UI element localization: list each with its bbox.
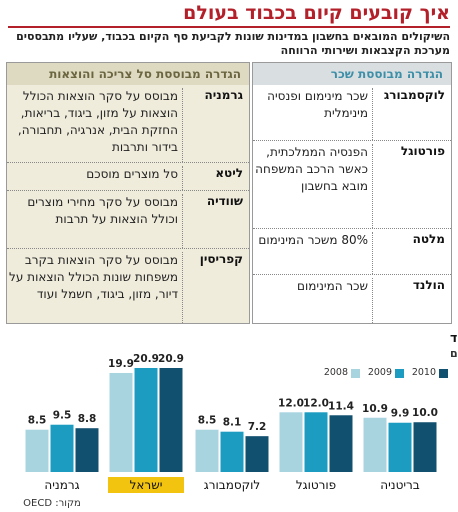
category-label: ישראל [130,478,163,492]
bar [413,422,437,472]
description: סל מוצרים מוסכם [7,166,183,190]
legend-swatch [439,369,448,378]
basket-column: הגדרה מבוססת סל צריכה והוצאות גרמניה מבוס… [6,62,250,324]
description: מבוסס על סקר מחירי מוצרים וכולל הוצאות ע… [7,194,183,248]
description: 80% משכר המינימום [253,232,373,274]
column-heading: הגדרה מבוססת סל צריכה והוצאות [7,63,249,85]
chart-title: על אף שיעורי העוני הגבוהים, בישראל אין כ… [450,330,458,345]
description: מבוסס על סקר הוצאות בקרב משפחות שונות הכ… [7,252,183,323]
category-label: לוקסמבורג [204,478,260,492]
title: איך קובעים קיום בכבוד בעולם [8,2,450,28]
description: הפנסיה הממלכתית, כאשר הרכב המשפחה מובא ב… [253,144,373,228]
bar [50,424,74,472]
highlight-box [108,477,184,493]
description: שכר מינימום ופנסיה מינימלית [253,88,373,140]
table-row: הולנד שכר המינימום [253,275,451,323]
legend-label: 2008 [324,367,348,378]
source: מקור: OECD [23,498,81,509]
value-label: 8.5 [198,415,217,427]
country: שוודיה [206,194,243,208]
bar [134,368,158,472]
legend-swatch [351,369,360,378]
value-label: 10.0 [412,407,438,419]
value-label: 12.0 [278,397,304,409]
value-label: 9.5 [53,410,72,422]
value-label: 9.9 [391,408,410,420]
table-row: גרמניה מבוסס על סקר הוצאות הכולל הוצאות ע… [7,85,249,163]
category-label: בריטניה [380,478,420,492]
bar [220,431,244,472]
value-label: 7.2 [248,421,267,433]
bar [159,368,183,472]
category-label: גרמניה [44,478,79,492]
bar [329,415,353,472]
value-label: 20.9 [158,353,184,365]
category-label: פורטוגל [296,478,336,492]
bar [75,428,99,472]
value-label: 19.9 [108,358,134,370]
description: מבוסס על סקר הוצאות הכולל הוצאות על מזון… [7,88,183,162]
legend-label: 2010 [412,367,436,378]
country: ליטא [215,166,243,180]
legend-label: 2009 [368,367,392,378]
table-row: מלטה 80% משכר המינימום [253,229,451,275]
bar [304,412,328,472]
chart: על אף שיעורי העוני הגבוהים, בישראל אין כ… [23,330,458,509]
legend-swatch [395,369,404,378]
country: לוקסמבורג [383,88,445,102]
table-row: שוודיה מבוסס על סקר מחירי מוצרים וכולל הו… [7,191,249,249]
description: שכר המינימום [253,278,373,323]
bar [25,429,49,472]
country: גרמניה [204,88,243,102]
bar [195,429,219,472]
value-label: 20.9 [133,353,159,365]
country: הולנד [412,278,445,292]
table-row: קפריסין מבוסס על סקר הוצאות בקרב משפחות ש… [7,249,249,323]
value-label: 12.0 [303,397,329,409]
country: פורטוגל [400,144,445,158]
country: מלטה [412,232,445,246]
chart-subtitle: שיעור העוני בכמה מדינות, באחוזים [450,347,458,360]
bar [245,436,269,472]
bar [388,422,412,472]
column-heading: הגדרה מבוססת שכר [253,63,451,85]
bar [279,412,303,472]
value-label: 8.1 [223,417,242,429]
value-label: 10.9 [362,403,388,415]
bar [109,372,133,472]
bar [363,417,387,472]
table-row: פורטוגל הפנסיה הממלכתית, כאשר הרכב המשפחה… [253,141,451,229]
table-row: ליטא סל מוצרים מוסכם [7,163,249,191]
country: קפריסין [199,252,243,266]
value-label: 8.8 [78,413,97,425]
table-row: לוקסמבורג שכר מינימום ופנסיה מינימלית [253,85,451,141]
value-label: 8.5 [28,415,47,427]
subtitle: השיקולים המובאים בחשבון במדינות שונות לק… [16,30,450,57]
wage-column: הגדרה מבוססת שכר לוקסמבורג שכר מינימום ופ… [252,62,452,324]
value-label: 11.4 [328,400,354,412]
